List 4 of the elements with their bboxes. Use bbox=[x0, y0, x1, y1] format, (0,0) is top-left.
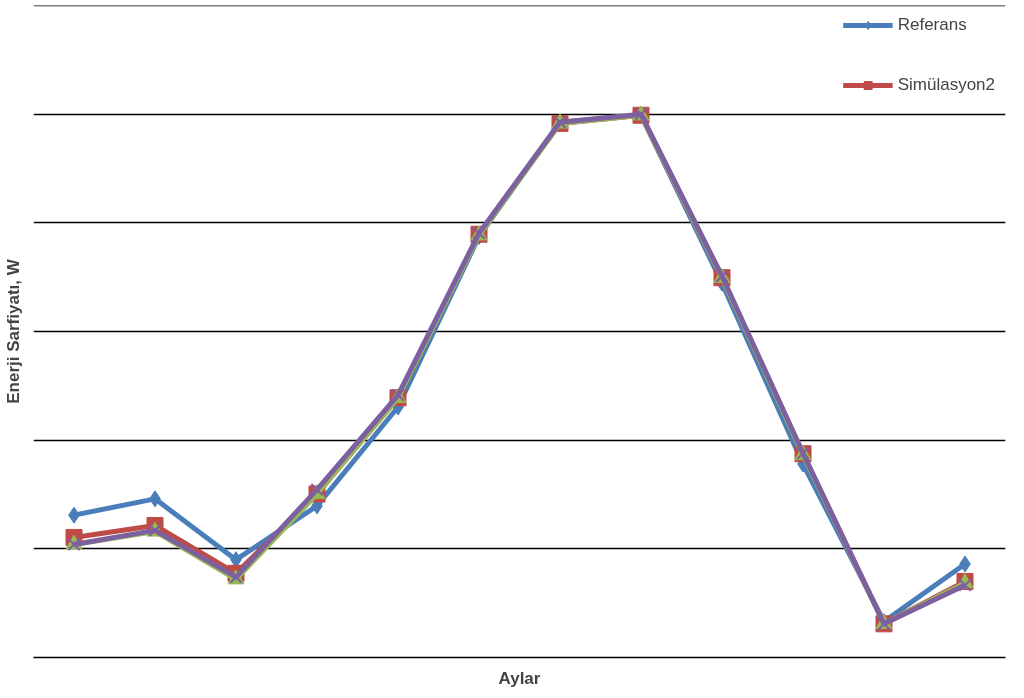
legend-label: Referans bbox=[897, 15, 967, 35]
x-axis-title: Aylar bbox=[498, 668, 541, 688]
y-axis-title: Enerji Sarfiyatı, W bbox=[3, 258, 23, 404]
legend-label: Simülasyon2 bbox=[897, 75, 995, 95]
